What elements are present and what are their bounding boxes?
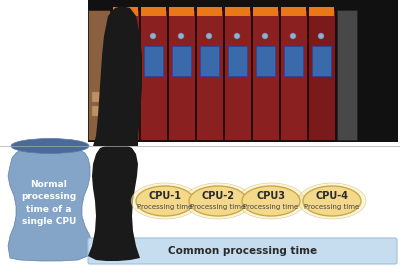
Bar <box>141 7 166 16</box>
Bar <box>0 0 400 146</box>
Ellipse shape <box>242 186 300 216</box>
Circle shape <box>178 33 184 39</box>
Ellipse shape <box>298 183 366 219</box>
Bar <box>116 46 135 76</box>
Bar <box>280 10 307 140</box>
Bar <box>113 7 138 16</box>
Bar <box>197 7 222 16</box>
Bar <box>312 46 331 76</box>
Bar <box>168 10 195 140</box>
Ellipse shape <box>11 139 89 153</box>
Text: Common processing time: Common processing time <box>168 246 317 256</box>
Text: Processing time: Processing time <box>243 204 299 210</box>
Circle shape <box>262 33 268 39</box>
Bar <box>200 46 219 76</box>
Text: Processing time: Processing time <box>190 204 246 210</box>
Bar <box>0 146 400 266</box>
Bar <box>309 7 334 16</box>
Polygon shape <box>93 6 142 146</box>
Bar <box>88 0 398 142</box>
Bar <box>225 7 250 16</box>
Bar <box>228 46 247 76</box>
Circle shape <box>122 33 128 39</box>
Bar <box>224 10 251 140</box>
Bar <box>92 92 106 102</box>
Text: CPU3: CPU3 <box>256 191 286 201</box>
Bar <box>284 46 303 76</box>
Bar <box>281 7 306 16</box>
Text: CPU-2: CPU-2 <box>202 191 234 201</box>
FancyBboxPatch shape <box>88 238 397 264</box>
Ellipse shape <box>136 186 194 216</box>
Text: CPU-1: CPU-1 <box>148 191 182 201</box>
Ellipse shape <box>189 186 247 216</box>
Bar <box>140 10 167 140</box>
Text: Processing time: Processing time <box>304 204 360 210</box>
Bar <box>253 7 278 16</box>
Bar <box>92 106 106 116</box>
Bar <box>144 46 163 76</box>
Bar <box>172 46 191 76</box>
Bar <box>252 10 279 140</box>
Ellipse shape <box>184 183 252 219</box>
Polygon shape <box>8 146 92 261</box>
Ellipse shape <box>184 195 198 207</box>
Ellipse shape <box>237 183 305 219</box>
Circle shape <box>318 33 324 39</box>
Ellipse shape <box>303 186 361 216</box>
Circle shape <box>150 33 156 39</box>
Bar <box>256 46 275 76</box>
Text: CPU-4: CPU-4 <box>316 191 348 201</box>
Bar <box>196 10 223 140</box>
Text: Processing time: Processing time <box>137 204 193 210</box>
Bar <box>88 10 110 140</box>
Bar <box>169 7 194 16</box>
Ellipse shape <box>294 195 308 207</box>
Bar <box>337 10 357 140</box>
Bar <box>308 10 335 140</box>
Ellipse shape <box>131 183 199 219</box>
Bar <box>112 10 139 140</box>
Circle shape <box>290 33 296 39</box>
Polygon shape <box>88 144 140 261</box>
Circle shape <box>234 33 240 39</box>
Text: Normal
processing
time of a
single CPU: Normal processing time of a single CPU <box>21 180 77 226</box>
Circle shape <box>206 33 212 39</box>
Ellipse shape <box>238 195 252 207</box>
